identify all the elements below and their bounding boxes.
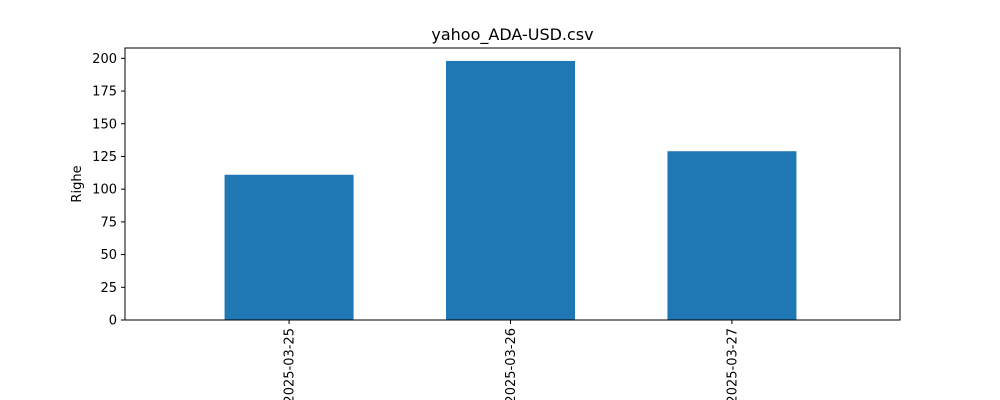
y-tick-label-175: 175 xyxy=(92,85,117,100)
y-tick-label-150: 150 xyxy=(92,117,117,132)
bar-2025-03-25 xyxy=(224,174,354,320)
x-tick-label-2025-03-27: 2025-03-27 xyxy=(725,328,740,400)
y-tick-label-100: 100 xyxy=(92,183,117,198)
chart-title: yahoo_ADA-USD.csv xyxy=(431,25,593,45)
x-axis: 2025-03-25 2025-03-26 2025-03-27 xyxy=(283,320,740,400)
y-tick-label-50: 50 xyxy=(100,248,117,263)
bar-2025-03-26 xyxy=(446,60,575,320)
y-tick-label-75: 75 xyxy=(100,215,117,230)
x-tick-label-2025-03-26: 2025-03-26 xyxy=(504,328,519,400)
plot-frame xyxy=(124,47,901,321)
y-axis: 0 25 50 75 100 125 150 175 200 xyxy=(92,52,125,329)
bar-2025-03-27 xyxy=(667,151,797,320)
y-axis-label: Righe xyxy=(70,165,85,202)
y-tick-label-25: 25 xyxy=(100,281,117,296)
bars-group xyxy=(224,60,797,320)
y-tick-label-125: 125 xyxy=(92,150,117,165)
x-tick-label-2025-03-25: 2025-03-25 xyxy=(283,328,298,400)
y-tick-label-200: 200 xyxy=(92,52,117,67)
y-tick-label-0: 0 xyxy=(109,314,117,329)
